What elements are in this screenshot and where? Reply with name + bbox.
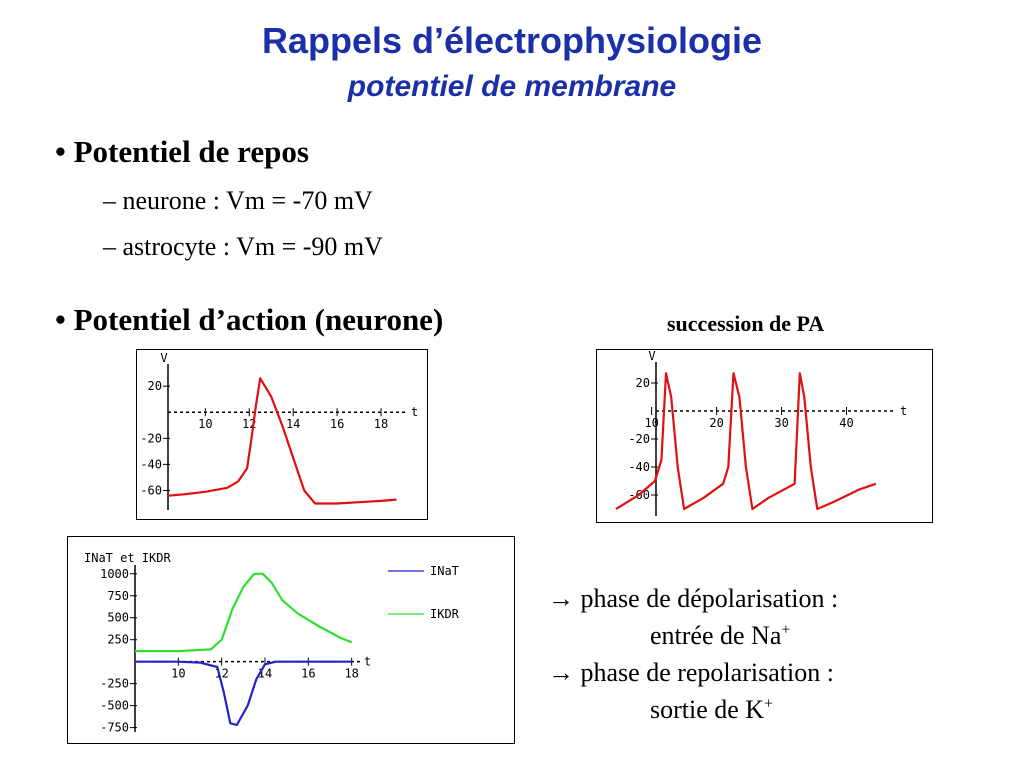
x-tick-label: 20 bbox=[709, 416, 723, 430]
x-tick-label: 10 bbox=[171, 667, 185, 681]
y-tick-label: 750 bbox=[107, 589, 129, 603]
y-tick-label: 1000 bbox=[100, 567, 129, 581]
y-tick-label: 500 bbox=[107, 611, 129, 625]
series-line-0 bbox=[167, 377, 397, 505]
currents-plot: 10 12 14 16 18 1000 750 500 250 -250 -500 -750 t INaT… bbox=[67, 536, 515, 744]
x-axis-label: t bbox=[411, 405, 418, 419]
x-tick-label: 12 bbox=[214, 667, 228, 681]
x-tick-label: 18 bbox=[374, 417, 388, 431]
x-tick-label: 40 bbox=[839, 416, 853, 430]
phase-depolarisation: → phase de dépolarisation : bbox=[548, 584, 838, 614]
series-line-0 bbox=[615, 372, 877, 511]
k-exit: sortie de K+ bbox=[650, 695, 773, 725]
x-tick-label: 16 bbox=[301, 667, 315, 681]
slide-subtitle: potentiel de membrane bbox=[347, 70, 677, 103]
y-tick-label: 250 bbox=[107, 633, 129, 647]
bullet-text: Potentiel d’action (neurone) bbox=[73, 302, 444, 337]
y-axis-label: V bbox=[648, 350, 655, 363]
bullet-resting-potential: • Potentiel de repos bbox=[55, 134, 309, 170]
y-tick-label: -40 bbox=[140, 457, 162, 471]
succession-plot: 10 20 30 40 20 -20 -40 -60 t V bbox=[596, 349, 933, 523]
na-entry: entrée de Na+ bbox=[650, 621, 790, 651]
bullet-text: Potentiel de repos bbox=[73, 134, 309, 169]
legend-label: INaT bbox=[430, 564, 459, 578]
y-tick-label: -20 bbox=[628, 432, 650, 446]
arrow-right-icon: → bbox=[548, 658, 574, 687]
y-tick-label: 20 bbox=[148, 379, 162, 393]
chart-title: INaT et IKDR bbox=[84, 551, 171, 565]
y-tick-label: -750 bbox=[100, 721, 129, 735]
sub-item-astrocyte: – astrocyte : Vm = -90 mV bbox=[103, 232, 383, 261]
x-axis-label: t bbox=[900, 404, 907, 418]
series-line-INaT bbox=[135, 660, 352, 727]
bullet-action-potential: • Potentiel d’action (neurone) bbox=[55, 302, 443, 338]
x-tick-label: 10 bbox=[198, 417, 212, 431]
phase-repolarisation-label: phase de repolarisation : bbox=[580, 658, 834, 687]
y-tick-label: -40 bbox=[628, 460, 650, 474]
action-potential-plot: 10 12 14 16 18 20 -20 -40 -60 t V bbox=[136, 349, 428, 520]
y-tick-label: -20 bbox=[140, 431, 162, 445]
x-tick-label: 14 bbox=[286, 417, 300, 431]
k-exit-label: sortie de K bbox=[650, 695, 765, 724]
k-charge: + bbox=[764, 695, 774, 713]
currents-chart: 10 12 14 16 181000750500250-250-500-750tINaT… bbox=[84, 551, 460, 735]
y-tick-label: -60 bbox=[140, 483, 162, 497]
phase-repolarisation: → phase de repolarisation : bbox=[548, 658, 834, 688]
na-entry-label: entrée de Na bbox=[650, 621, 782, 650]
x-tick-label: 16 bbox=[330, 417, 344, 431]
x-axis-label: t bbox=[364, 655, 371, 669]
y-tick-label: -500 bbox=[100, 699, 129, 713]
series-line-IKDR bbox=[135, 572, 353, 653]
x-tick-label: 10 bbox=[644, 416, 658, 430]
y-tick-label: 20 bbox=[636, 376, 650, 390]
arrow-right-icon: → bbox=[548, 584, 574, 613]
sub-item-neurone: – neurone : Vm = -70 mV bbox=[103, 186, 373, 215]
phase-depolarisation-label: phase de dépolarisation : bbox=[580, 584, 839, 613]
bullet-marker: • bbox=[55, 302, 66, 337]
y-axis-label: V bbox=[160, 351, 167, 365]
legend-label: IKDR bbox=[430, 607, 460, 621]
y-tick-label: -250 bbox=[100, 677, 129, 691]
slide-title: Rappels d’électrophysiologie bbox=[261, 20, 763, 61]
na-charge: + bbox=[781, 621, 791, 639]
x-tick-label: 18 bbox=[344, 667, 358, 681]
bullet-marker: • bbox=[55, 134, 66, 169]
x-tick-label: 30 bbox=[774, 416, 788, 430]
succession-caption: succession de PA bbox=[667, 311, 825, 336]
